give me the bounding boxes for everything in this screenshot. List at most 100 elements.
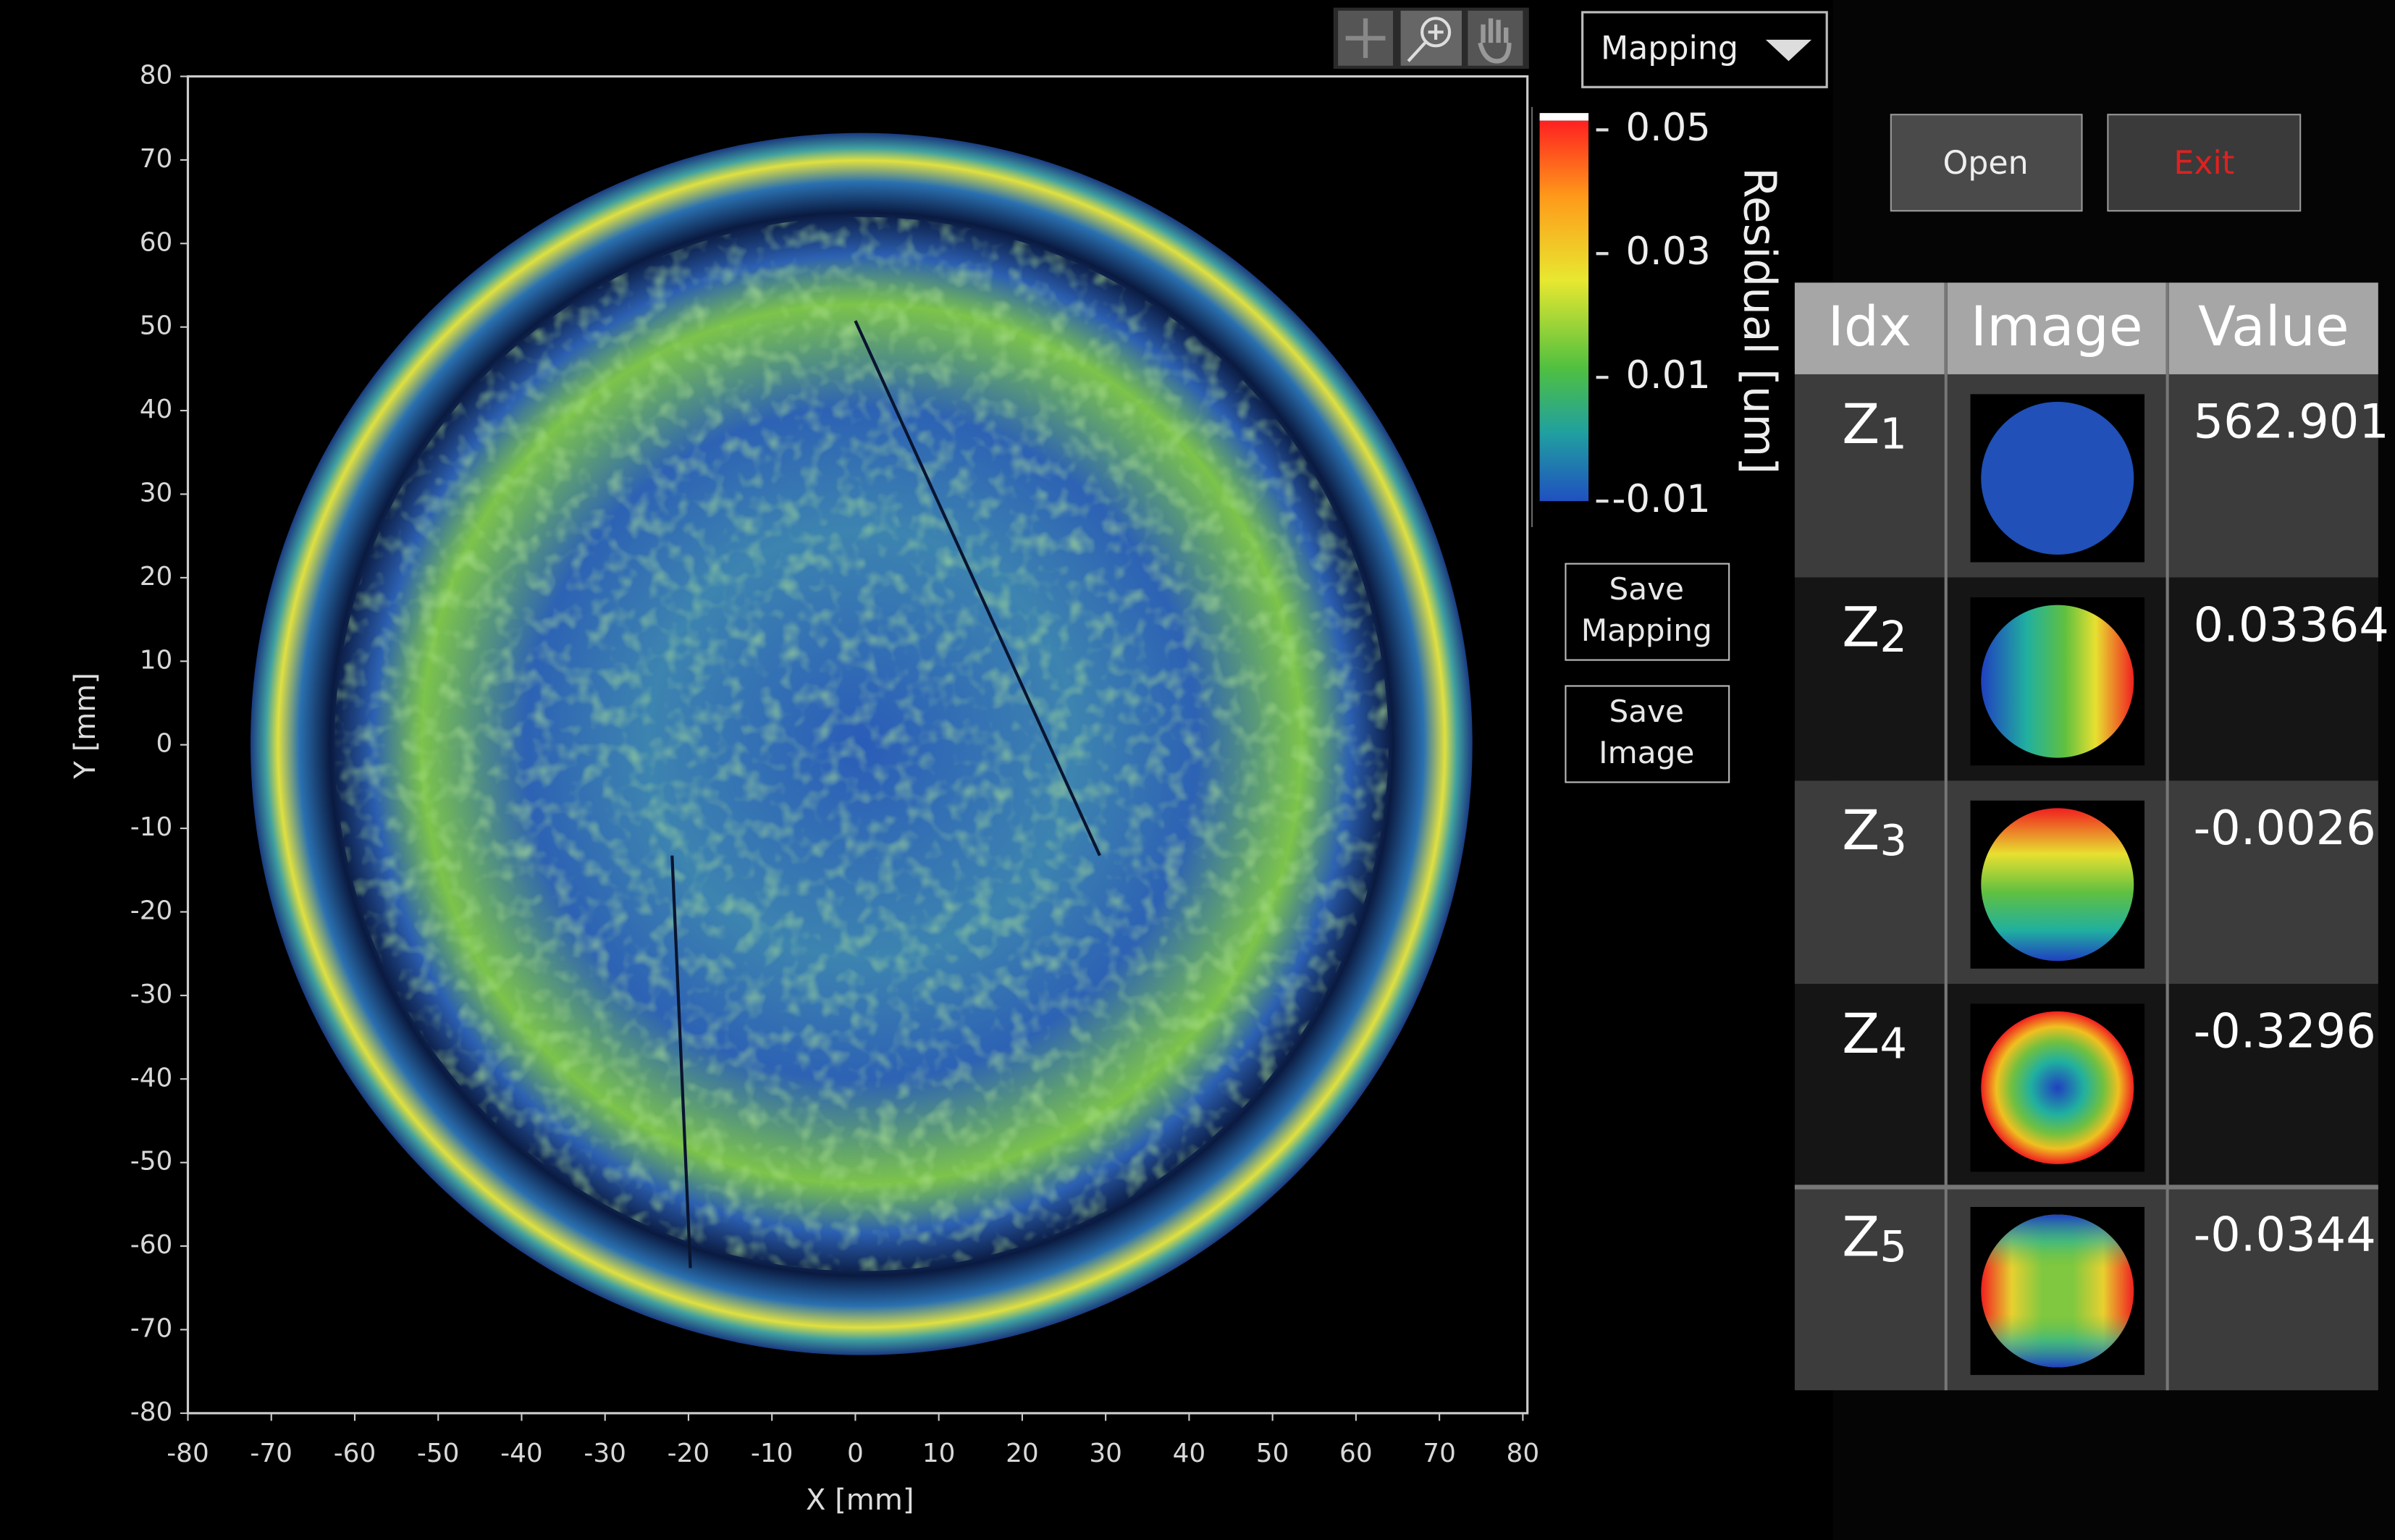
term-label: Z1 <box>1842 392 1907 459</box>
y-tick-label: 0 <box>156 729 173 759</box>
colorbar-label: Residual [um] <box>1734 167 1785 474</box>
term-label: Z2 <box>1842 595 1907 662</box>
button-label: Save <box>1609 571 1684 607</box>
term-label: Z4 <box>1842 1002 1907 1069</box>
button-box[interactable] <box>2107 114 2302 212</box>
button-label: Image <box>1599 735 1694 770</box>
term-index: 2 <box>1880 612 1907 662</box>
x-tick-label: 30 <box>1089 1439 1122 1468</box>
button-label: Open <box>1942 145 2028 182</box>
toolbar <box>1333 7 1529 69</box>
button-box[interactable] <box>1565 563 1730 661</box>
cell <box>2168 780 2378 984</box>
term-label: Z5 <box>1842 1205 1907 1271</box>
x-axis-label: X [mm] <box>806 1484 914 1517</box>
x-tick-label: -80 <box>167 1439 209 1468</box>
thumbnail <box>1981 401 2134 555</box>
y-tick-label: -40 <box>130 1063 173 1093</box>
y-tick-label: 40 <box>140 395 173 424</box>
save-mapping-button[interactable]: Save Mapping <box>1565 563 1730 661</box>
x-tick-label: -60 <box>334 1439 376 1468</box>
button-label: Mapping <box>1581 613 1712 648</box>
term-index: 5 <box>1880 1221 1907 1271</box>
x-tick-label: 0 <box>847 1439 864 1468</box>
y-tick-label: -20 <box>130 896 173 925</box>
cell <box>2168 1187 2378 1391</box>
y-tick-label: 80 <box>140 61 173 91</box>
y-tick-label: 20 <box>140 562 173 592</box>
dropdown-arrow <box>1765 39 1812 62</box>
cell <box>2168 374 2378 578</box>
thumbnail <box>1981 605 2134 758</box>
term-name: Z <box>1842 595 1880 659</box>
y-tick-label: -10 <box>130 812 173 842</box>
x-tick-label: 20 <box>1006 1439 1039 1468</box>
y-tick-label: -60 <box>130 1230 173 1260</box>
header-cell <box>1947 282 2166 374</box>
term-index: 1 <box>1880 409 1907 459</box>
term-name: Z <box>1842 799 1880 862</box>
colorbar-tick-label: 0.01 <box>1625 353 1710 397</box>
table-row: Z5 -0.0344 <box>1794 1187 2378 1391</box>
term-name: Z <box>1842 1002 1880 1066</box>
x-tick-label: -20 <box>668 1439 710 1468</box>
wafer-texture <box>334 216 1389 1271</box>
tool-icon <box>1420 17 1452 48</box>
colorbar-cap <box>1539 113 1589 121</box>
button-label: Save <box>1609 694 1684 729</box>
dropdown-value: Mapping <box>1601 30 1738 67</box>
term-value: 562.901 <box>2194 395 2389 450</box>
column-header: Idx <box>1827 295 1911 358</box>
cell <box>2168 983 2378 1187</box>
x-tick-label: -70 <box>250 1439 292 1468</box>
view-dropdown[interactable]: Mapping <box>1581 11 1828 88</box>
cell <box>1794 374 1945 578</box>
exit-button[interactable]: Exit <box>2107 114 2302 212</box>
zoom-tool[interactable] <box>1400 10 1462 66</box>
y-tick-label: 10 <box>140 645 173 675</box>
colorbar-tick-label: -0.01 <box>1612 477 1710 521</box>
plot: X [mm] Y [mm] -80 -70 -60 -50 -40 -30 -20 -10 0 1… <box>69 61 1539 1518</box>
tool-icon <box>1407 24 1444 62</box>
y-tick-label: 60 <box>140 227 173 257</box>
button-box[interactable] <box>1565 685 1730 783</box>
button-box[interactable] <box>1890 114 2083 212</box>
table-row: Z3 -0.0026 <box>1794 780 2378 984</box>
table-row: Z1 562.901 <box>1794 374 2389 578</box>
term-value: 0.03364 <box>2194 597 2389 652</box>
x-tick-label: 40 <box>1173 1439 1206 1468</box>
cell <box>2168 577 2378 781</box>
term-name: Z <box>1842 392 1880 456</box>
x-tick-label: -50 <box>417 1439 460 1468</box>
x-tick-label: 70 <box>1423 1439 1456 1468</box>
y-tick-label: 50 <box>140 311 173 341</box>
tool-button[interactable] <box>1468 10 1523 66</box>
term-index: 3 <box>1880 815 1907 865</box>
cell <box>1794 577 1945 781</box>
crosshair-tool[interactable] <box>1338 10 1394 66</box>
button-label: Exit <box>2173 145 2234 182</box>
tool-icon <box>1345 18 1386 59</box>
header-cell <box>2168 282 2378 374</box>
y-tick-label: 70 <box>140 144 173 174</box>
tool-icon <box>1478 18 1512 64</box>
cell <box>1794 983 1945 1187</box>
y-tick-label: -30 <box>130 980 173 1009</box>
pan-tool[interactable] <box>1468 10 1523 66</box>
wafer-map <box>250 132 1473 1355</box>
thumbnail-overlay <box>1981 1214 2134 1368</box>
scratch <box>670 320 1101 1268</box>
x-tick-label: -10 <box>751 1439 794 1468</box>
open-button[interactable]: Open <box>1890 114 2083 212</box>
term-value: -0.0026 <box>2194 801 2376 856</box>
cell <box>1794 1187 1945 1391</box>
y-axis-label: Y [mm] <box>69 673 102 780</box>
x-tick-label: 60 <box>1339 1439 1373 1468</box>
colorbar-tick-label: 0.05 <box>1625 106 1710 150</box>
save-image-button[interactable]: Save Image <box>1565 685 1730 783</box>
x-tick-label: 80 <box>1507 1439 1540 1468</box>
thumbnail <box>1981 1011 2134 1164</box>
